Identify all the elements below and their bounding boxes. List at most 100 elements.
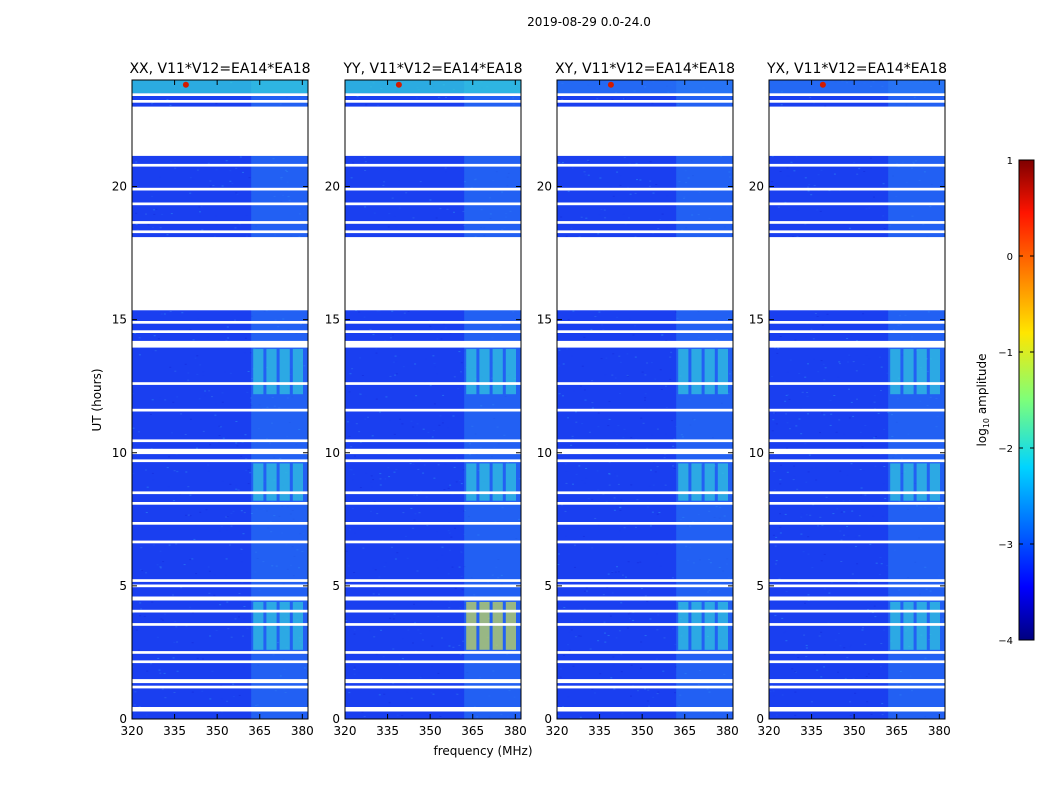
flagged-gap — [132, 660, 308, 664]
x-tick-label: 320 — [546, 724, 569, 738]
rfi-strip — [691, 463, 702, 501]
flagged-gap — [769, 596, 945, 601]
flagged-gap — [557, 502, 733, 505]
rfi-strip — [253, 463, 264, 501]
flagged-gap — [345, 609, 521, 613]
y-tick-label: 20 — [749, 180, 764, 194]
rfi-peak — [819, 81, 826, 88]
flagged-gap — [132, 408, 308, 412]
y-tick-label: 10 — [112, 446, 127, 460]
rfi-strip — [704, 601, 715, 650]
rfi-strip — [916, 348, 927, 395]
flagged-gap — [132, 93, 308, 96]
flagged-gap — [769, 623, 945, 626]
flagged-gap — [769, 707, 945, 712]
colorbar-tick-label: −4 — [998, 636, 1013, 647]
flagged-gap — [557, 540, 733, 544]
flagged-gap — [557, 584, 733, 588]
flagged-gap — [345, 459, 521, 463]
flagged-gap — [132, 202, 308, 206]
rfi-strip — [492, 601, 503, 650]
colorbar-label: log10 amplitude — [975, 354, 991, 447]
flagged-gap — [345, 187, 521, 191]
flagged-gap — [769, 237, 945, 311]
x-tick-label: 320 — [758, 724, 781, 738]
flagged-gap — [345, 439, 521, 443]
flagged-gap — [132, 230, 308, 234]
y-tick-label: 0 — [332, 712, 340, 726]
panel-frame — [131, 79, 309, 720]
rfi-strip — [678, 463, 689, 501]
rfi-strip — [704, 348, 715, 395]
rfi-strip — [266, 601, 277, 650]
rfi-strip — [929, 348, 940, 395]
rfi-strip — [717, 348, 728, 395]
flagged-gap — [132, 330, 308, 333]
panel-title: XX, V11*V12=EA14*EA18 — [129, 61, 310, 77]
flagged-gap — [132, 187, 308, 191]
x-tick-label: 350 — [206, 724, 229, 738]
rfi-strip — [492, 463, 503, 501]
flagged-gap — [557, 579, 733, 582]
flagged-gap — [345, 679, 521, 684]
flagged-gap — [557, 685, 733, 689]
flagged-gap — [557, 382, 733, 385]
rfi-strip — [929, 463, 940, 501]
rfi-strip — [279, 601, 290, 650]
flagged-gap — [132, 522, 308, 525]
x-tick-label: 350 — [419, 724, 442, 738]
flagged-gap — [769, 230, 945, 234]
x-tick-label: 365 — [673, 724, 696, 738]
flagged-gap — [769, 382, 945, 385]
y-tick-label: 20 — [112, 180, 127, 194]
x-tick-label: 335 — [800, 724, 823, 738]
rfi-peak — [607, 81, 614, 88]
flagged-gap — [132, 237, 308, 311]
flagged-gap — [769, 502, 945, 505]
x-axis-label: frequency (MHz) — [433, 744, 532, 758]
flagged-gap — [769, 187, 945, 191]
flagged-gap — [132, 340, 308, 348]
flagged-gap — [769, 330, 945, 333]
rfi-strip — [505, 601, 516, 650]
flagged-gap — [557, 321, 733, 324]
flagged-gap — [769, 106, 945, 156]
flagged-gap — [769, 202, 945, 206]
flagged-gap — [132, 623, 308, 626]
panel-1: YY, V11*V12=EA14*EA18 320 335 350 365 380 0 5 10… — [325, 61, 527, 738]
figure-suptitle: 2019-08-29 0.0-24.0 — [527, 15, 651, 29]
flagged-gap — [132, 540, 308, 544]
y-tick-label: 5 — [756, 579, 764, 593]
flagged-gap — [557, 459, 733, 463]
flagged-gap — [557, 221, 733, 224]
rfi-strip — [890, 348, 901, 395]
flagged-gap — [132, 459, 308, 463]
flagged-gap — [557, 93, 733, 96]
flagged-gap — [557, 163, 733, 167]
rfi-strip — [903, 601, 914, 650]
flagged-gap — [769, 540, 945, 544]
flagged-gap — [132, 491, 308, 495]
rfi-strip — [479, 463, 490, 501]
rfi-strip — [466, 348, 477, 395]
flagged-gap — [345, 522, 521, 525]
rfi-strip — [903, 463, 914, 501]
flagged-gap — [345, 685, 521, 689]
rfi-strip — [266, 463, 277, 501]
rfi-strip — [253, 601, 264, 650]
y-tick-label: 0 — [119, 712, 127, 726]
top-strip — [557, 80, 733, 94]
flagged-gap — [132, 382, 308, 385]
flagged-gap — [345, 93, 521, 96]
rfi-strip — [253, 348, 264, 395]
flagged-gap — [769, 584, 945, 588]
flagged-gap — [557, 106, 733, 156]
flagged-gap — [345, 163, 521, 167]
rfi-strip — [479, 601, 490, 650]
flagged-gap — [345, 230, 521, 234]
flagged-gap — [769, 491, 945, 495]
flagged-gap — [345, 382, 521, 385]
rfi-strip — [292, 348, 303, 395]
colorbar-tick-label: 0 — [1007, 252, 1013, 263]
